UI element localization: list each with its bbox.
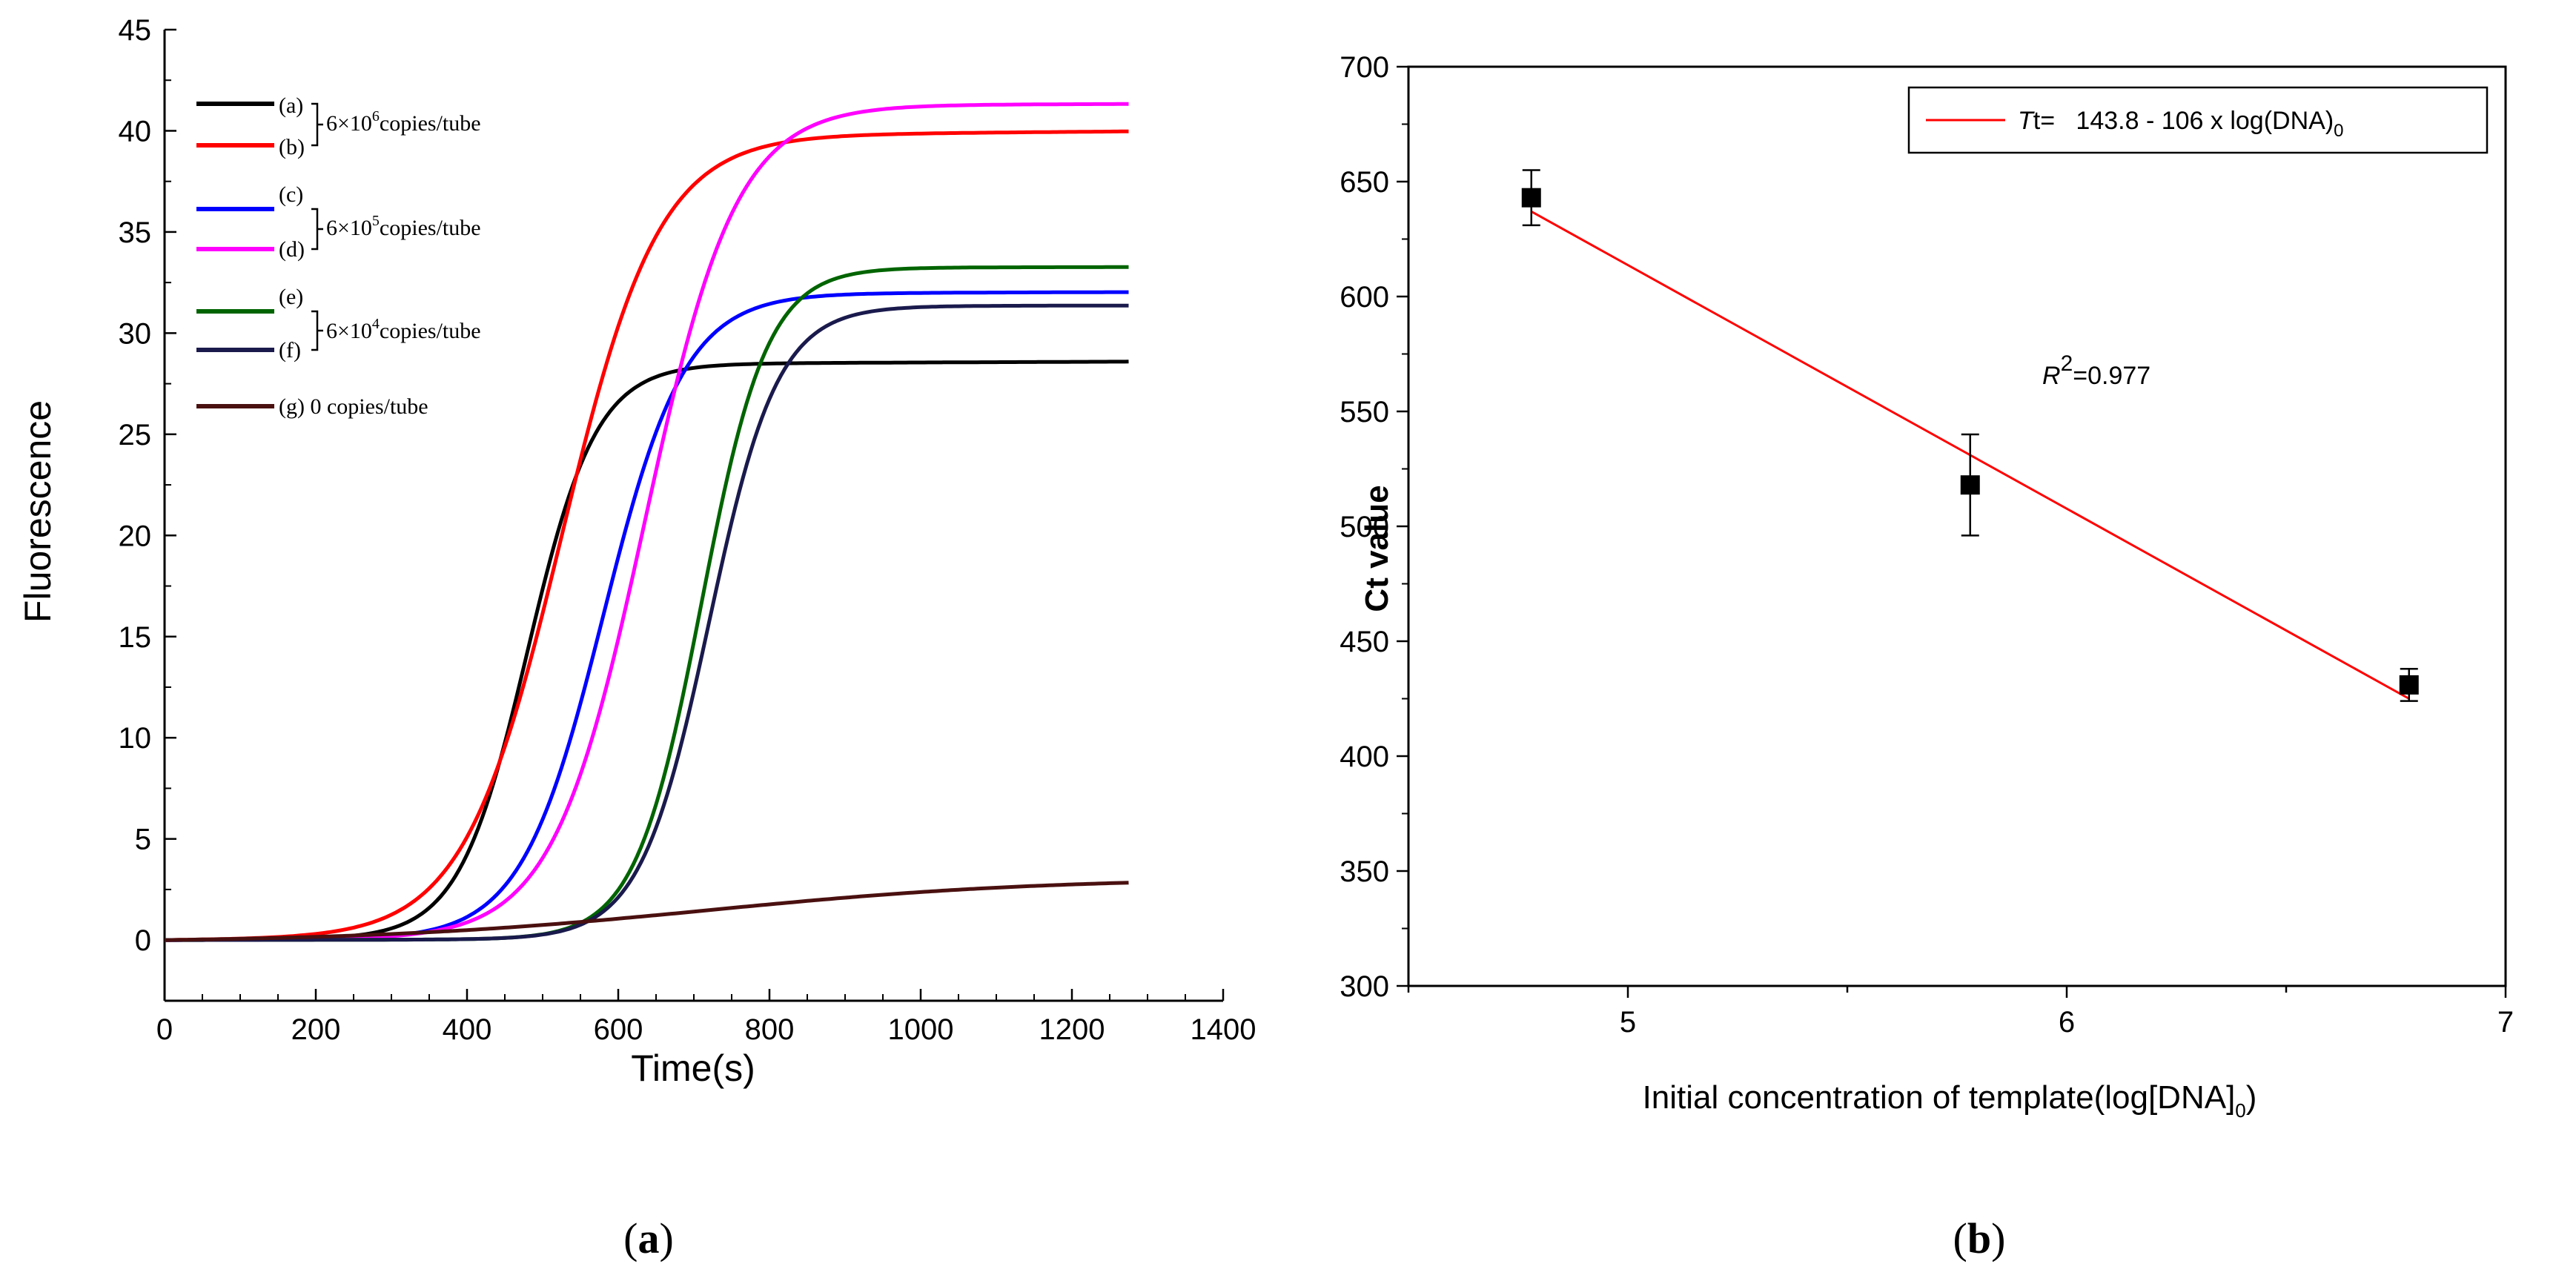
legend-a-label-f: (f) — [279, 338, 301, 362]
chart-a-x-tick-label: 200 — [291, 1013, 341, 1046]
chart-b: 300 350 400 450 500 550 600 650 700 5 6 7 Tt= 143.… — [1340, 51, 2514, 1262]
legend-a-bracket-2 — [311, 208, 323, 251]
chart-b-y-tick-label: 600 — [1340, 281, 1389, 314]
chart-a-x-tick-label: 0 — [156, 1013, 173, 1046]
chart-b-x-tick-label: 5 — [1620, 1006, 1636, 1039]
chart-a-y-tick-label: 25 — [119, 419, 152, 451]
chart-a-y-tick-labels: 0 5 10 15 20 25 30 35 40 45 — [119, 14, 152, 957]
chart-b-y-tick-label: 350 — [1340, 855, 1389, 888]
chart-a-y-tick-label: 10 — [119, 722, 152, 755]
chart-b-y-tick-label: 550 — [1340, 396, 1389, 428]
chart-b-ticks — [1397, 65, 2507, 998]
chart-a-y-tick-label: 5 — [135, 824, 151, 856]
chart-a: 0 5 10 15 20 25 30 35 40 45 0 200 400 600 800 1000 1200… — [17, 14, 1256, 1262]
legend-a-bracket-1 — [311, 102, 323, 147]
chart-a-series-line-g — [165, 881, 1129, 942]
legend-a-label-c: (c) — [279, 182, 303, 207]
legend-a-group-1: 6×106copies/tube — [326, 108, 481, 136]
chart-a-series-line-c — [165, 290, 1129, 942]
chart-b-x-tick-label: 7 — [2497, 1006, 2514, 1039]
legend-a-label-b: (b) — [279, 135, 305, 159]
chart-b-point-1 — [1521, 188, 1541, 208]
chart-a-series-line-b — [165, 129, 1129, 942]
chart-a-y-axis-title: Fluorescence — [17, 400, 59, 623]
chart-b-legend-equation: Tt= 143.8 - 106 x log(DNA)0 — [2018, 107, 2344, 141]
chart-a-x-tick-label: 400 — [443, 1013, 492, 1046]
chart-b-y-tick-label: 450 — [1340, 626, 1389, 658]
chart-b-y-tick-label: 650 — [1340, 166, 1389, 199]
chart-a-x-tick-label: 1400 — [1191, 1013, 1256, 1046]
chart-b-panel-label: (b) — [1953, 1214, 2006, 1262]
legend-a-bracket-3 — [311, 310, 323, 351]
legend-a-group-3: 6×104copies/tube — [326, 316, 481, 343]
chart-a-y-tick-label: 0 — [135, 924, 151, 957]
chart-b-point-2 — [1960, 475, 1980, 495]
chart-b-x-axis-title: Initial concentration of template(log[DN… — [1643, 1079, 2257, 1122]
chart-a-series-line-d — [165, 102, 1129, 942]
chart-b-y-tick-label: 700 — [1340, 51, 1389, 84]
chart-a-x-tick-labels: 0 200 400 600 800 1000 1200 1400 — [156, 1013, 1256, 1046]
chart-a-y-tick-label: 15 — [119, 621, 152, 654]
chart-a-series-line-e — [165, 265, 1129, 942]
legend-a-label-a: (a) — [279, 93, 303, 118]
legend-a-label-d: (d) — [279, 237, 305, 262]
chart-b-y-axis-title: Ct value — [1359, 485, 1395, 612]
chart-b-r-squared: R2=0.977 — [2042, 351, 2150, 390]
chart-b-y-tick-label: 500 — [1340, 511, 1389, 543]
chart-a-ticks — [163, 28, 1225, 1001]
chart-b-legend: Tt= 143.8 - 106 x log(DNA)0 — [1907, 86, 2489, 154]
chart-a-x-tick-label: 1200 — [1039, 1013, 1105, 1046]
chart-a-y-tick-label: 30 — [119, 317, 152, 350]
chart-a-series-line-f — [165, 303, 1129, 942]
chart-a-x-tick-label: 1000 — [888, 1013, 954, 1046]
legend-a-label-g: (g) 0 copies/tube — [279, 394, 428, 419]
chart-a-panel-label: (a) — [623, 1214, 674, 1262]
legend-a-group-2: 6×105copies/tube — [326, 213, 481, 240]
chart-b-y-tick-label: 400 — [1340, 741, 1389, 773]
legend-a-label-e: (e) — [279, 285, 303, 309]
chart-a-y-tick-label: 20 — [119, 520, 152, 552]
chart-a-x-tick-label: 800 — [745, 1013, 795, 1046]
chart-b-x-tick-label: 6 — [2059, 1006, 2075, 1039]
chart-a-y-tick-label: 45 — [119, 14, 152, 47]
chart-b-y-tick-labels: 300 350 400 450 500 550 600 650 700 — [1340, 51, 1389, 1003]
chart-a-y-tick-label: 40 — [119, 115, 152, 148]
chart-b-point-3 — [2399, 675, 2419, 695]
chart-a-legend: (a) (b) 6×106copies/tube (c) (d) 6×105co… — [196, 93, 481, 419]
chart-a-series — [165, 102, 1129, 942]
chart-b-points — [1521, 169, 2419, 702]
chart-a-x-axis-title: Time(s) — [631, 1047, 755, 1089]
chart-b-frame — [1407, 65, 2507, 987]
chart-a-x-tick-label: 600 — [594, 1013, 643, 1046]
chart-b-x-tick-labels: 5 6 7 — [1620, 1006, 2514, 1039]
chart-b-y-tick-label: 300 — [1340, 970, 1389, 1003]
chart-a-y-tick-label: 35 — [119, 216, 152, 249]
